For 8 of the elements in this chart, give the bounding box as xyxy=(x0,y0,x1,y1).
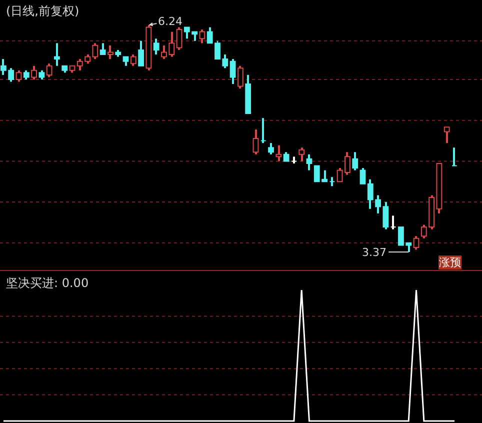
annotation: 6.24 xyxy=(158,15,182,28)
chart-title: 坚决买进: 0.00 xyxy=(6,276,89,290)
annotation: 3.37 xyxy=(362,246,386,259)
candlestick xyxy=(260,118,266,144)
text: 涨预 xyxy=(439,256,461,269)
chart-title: (日线,前复权) xyxy=(6,4,80,18)
candlestick xyxy=(390,216,396,230)
candlestick xyxy=(452,148,458,166)
